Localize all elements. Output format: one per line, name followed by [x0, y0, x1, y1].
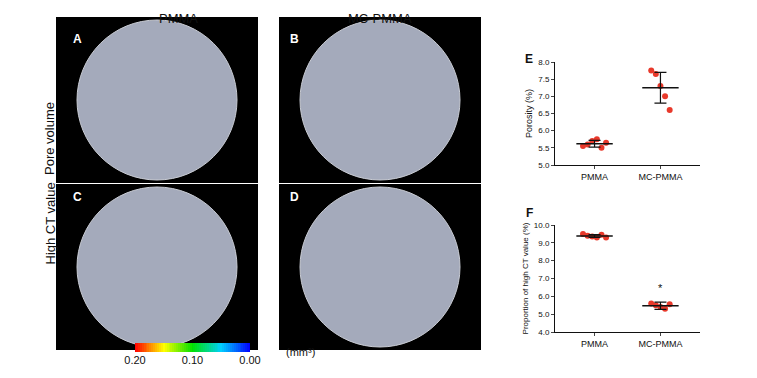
svg-text:7.0: 7.0	[538, 274, 550, 283]
svg-text:8.0: 8.0	[538, 58, 550, 67]
svg-text:MC-PMMA: MC-PMMA	[638, 172, 682, 182]
svg-text:6.0: 6.0	[538, 126, 550, 135]
svg-text:PMMA: PMMA	[581, 339, 608, 349]
svg-text:PMMA: PMMA	[159, 11, 198, 26]
svg-text:C: C	[73, 190, 82, 204]
svg-text:*: *	[658, 282, 663, 294]
svg-text:High CT value: High CT value	[43, 182, 58, 264]
svg-text:Porosity (%): Porosity (%)	[524, 89, 534, 138]
svg-text:E: E	[525, 52, 533, 66]
svg-text:10.0: 10.0	[534, 221, 550, 230]
svg-text:MC-PMMA: MC-PMMA	[348, 11, 412, 26]
svg-text:5.0: 5.0	[538, 161, 550, 170]
svg-text:(mm³): (mm³)	[286, 346, 315, 358]
svg-text:4.0: 4.0	[538, 328, 550, 337]
svg-text:6.5: 6.5	[538, 109, 550, 118]
svg-text:PMMA: PMMA	[581, 172, 608, 182]
svg-text:F: F	[526, 206, 533, 220]
svg-text:A: A	[73, 32, 82, 46]
svg-text:0.20: 0.20	[124, 354, 145, 366]
svg-text:5.0: 5.0	[538, 310, 550, 319]
svg-text:Pore volume: Pore volume	[42, 102, 57, 175]
svg-text:6.0: 6.0	[538, 292, 550, 301]
svg-text:B: B	[290, 32, 299, 46]
svg-text:7.5: 7.5	[538, 75, 550, 84]
svg-text:0.00: 0.00	[239, 354, 260, 366]
svg-text:MC-PMMA: MC-PMMA	[638, 339, 682, 349]
svg-text:9.0: 9.0	[538, 239, 550, 248]
svg-text:Proportion of high CT value (%: Proportion of high CT value (%)	[521, 222, 530, 334]
svg-text:5.5: 5.5	[538, 144, 550, 153]
svg-text:D: D	[290, 190, 299, 204]
svg-text:0.10: 0.10	[182, 354, 203, 366]
svg-text:7.0: 7.0	[538, 92, 550, 101]
svg-text:8.0: 8.0	[538, 256, 550, 265]
